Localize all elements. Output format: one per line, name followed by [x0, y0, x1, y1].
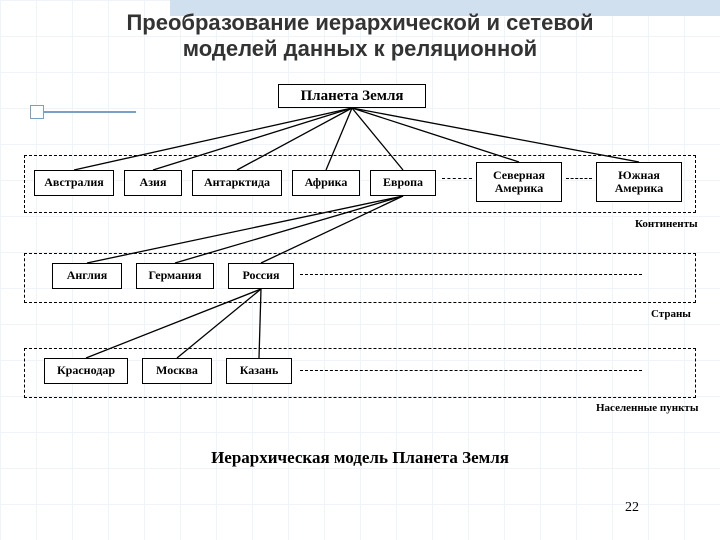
diagram-caption: Иерархическая модель Планета Земля — [0, 448, 720, 468]
cities-group-label: Населенные пункты — [596, 402, 698, 414]
continent-node-6: Южная Америка — [596, 162, 682, 202]
decorative-bullet — [30, 105, 44, 119]
country-node-1: Германия — [136, 263, 214, 289]
continent-node-5: Северная Америка — [476, 162, 562, 202]
continent-node-1: Азия — [124, 170, 182, 196]
root-node: Планета Земля — [278, 84, 426, 108]
countries-group — [24, 253, 696, 303]
country-node-0: Англия — [52, 263, 122, 289]
city-node-2: Казань — [226, 358, 292, 384]
country-node-2: Россия — [228, 263, 294, 289]
dash-connector-3 — [300, 370, 642, 371]
continent-node-2: Антарктида — [192, 170, 282, 196]
slide-title: Преобразование иерархической и сетевой м… — [0, 10, 720, 62]
dash-connector-2 — [300, 274, 642, 275]
page-number: 22 — [625, 500, 639, 516]
dash-connector-1 — [566, 178, 592, 179]
dash-connector-0 — [442, 178, 472, 179]
city-node-0: Краснодар — [44, 358, 128, 384]
decorative-line — [44, 111, 136, 113]
continents-group-label: Континенты — [635, 218, 698, 230]
countries-group-label: Страны — [651, 308, 691, 320]
continent-node-4: Европа — [370, 170, 436, 196]
continent-node-0: Австралия — [34, 170, 114, 196]
title-line-2: моделей данных к реляционной — [183, 36, 537, 61]
city-node-1: Москва — [142, 358, 212, 384]
continent-node-3: Африка — [292, 170, 360, 196]
title-line-1: Преобразование иерархической и сетевой — [126, 10, 593, 35]
